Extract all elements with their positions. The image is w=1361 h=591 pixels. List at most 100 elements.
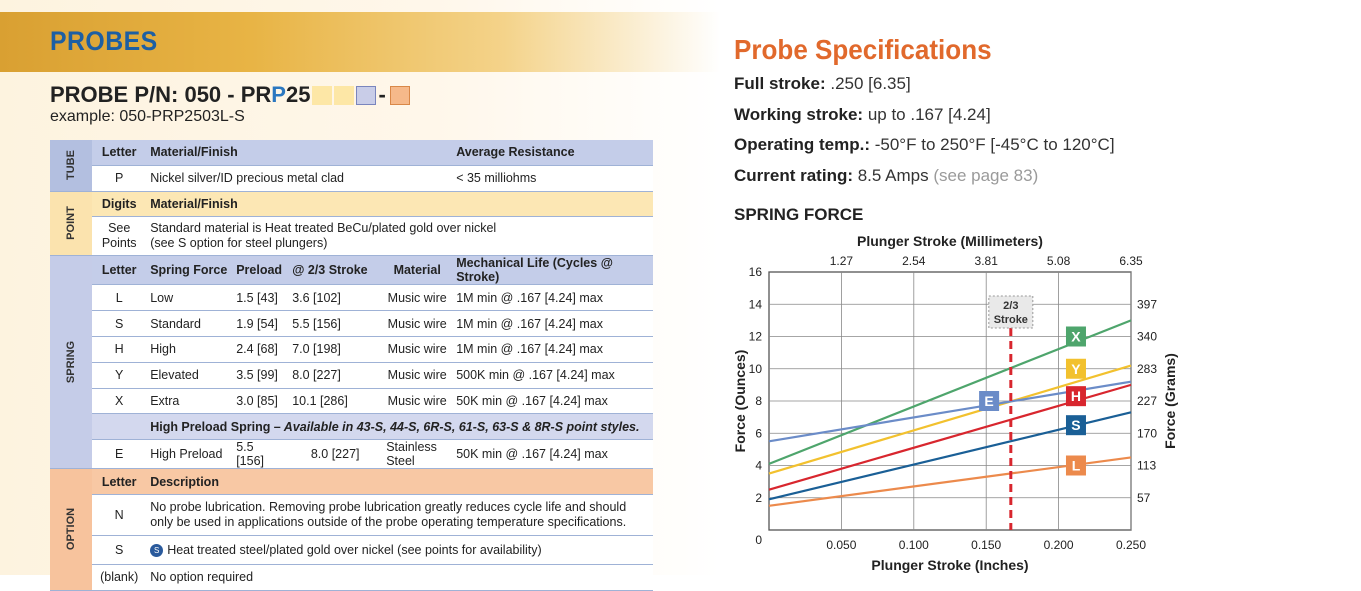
option-section-label: OPTION xyxy=(50,468,93,591)
y-tick-label: 14 xyxy=(749,297,763,311)
point-material-line-2: (see S option for steel plungers) xyxy=(150,236,328,251)
option-description: S Heat treated steel/plated gold over nic… xyxy=(146,535,653,565)
y-tick-label: 16 xyxy=(749,265,763,279)
option-n-line-1: No probe lubrication. Removing probe lub… xyxy=(150,499,627,514)
spec-working-stroke: Working stroke: up to .167 [4.24] xyxy=(734,105,991,125)
x-tick-label: 0.250 xyxy=(1116,538,1146,552)
spring-header-stroke: @ 2/3 Stroke xyxy=(288,255,383,286)
page-reference-link[interactable]: (see page 83) xyxy=(933,166,1039,185)
section-title: PROBES xyxy=(50,26,158,56)
tube-section: TUBE Letter Material/Finish Average Resi… xyxy=(50,140,653,192)
y2-tick-label: 397 xyxy=(1137,297,1157,311)
y-tick-label: 12 xyxy=(749,330,763,344)
spec-label: Operating temp.: xyxy=(734,135,871,154)
spring-preload: 2.4 [68] xyxy=(232,336,289,363)
part-number-digits: 25 xyxy=(285,82,311,107)
spring-life: 1M min @ .167 [4.24] max xyxy=(452,336,653,363)
series-line-y xyxy=(768,364,1132,475)
spring-letter: H xyxy=(92,336,147,363)
spring-row-l: L Low 1.5 [43] 3.6 [102] Music wire 1M m… xyxy=(50,284,653,312)
point-section-label: POINT xyxy=(50,191,93,257)
series-label-box-l xyxy=(1065,455,1086,476)
spec-operating-temp: Operating temp.: -50°F to 250°F [-45°C t… xyxy=(734,135,1115,155)
x2-axis-title: Plunger Stroke (Millimeters) xyxy=(857,233,1043,249)
spring-force-title: SPRING FORCE xyxy=(734,205,864,224)
y2-tick-label: 57 xyxy=(1137,491,1151,505)
point-digit-box-2 xyxy=(334,85,355,105)
point-digits: See Points xyxy=(92,216,147,257)
spec-value: .250 [6.35] xyxy=(825,74,911,93)
series-label-h: H xyxy=(1071,388,1081,404)
spring-force: Elevated xyxy=(146,362,233,389)
tube-material: Nickel silver/ID precious metal clad xyxy=(146,165,453,192)
header-bar xyxy=(0,12,720,72)
part-number: PROBE P/N: 050 - PR P 25 - xyxy=(50,82,410,108)
spring-stroke-force: 8.0 [227] xyxy=(288,362,383,389)
tube-header-material: Material/Finish xyxy=(146,140,453,166)
spring-stroke-force: 5.5 [156] xyxy=(288,310,383,337)
y-tick-label: 10 xyxy=(749,362,763,376)
y-tick-label: 6 xyxy=(755,426,762,440)
series-label-box-e xyxy=(979,391,1000,411)
spring-letter: L xyxy=(92,284,147,312)
spring-material: Stainless Steel xyxy=(382,439,453,470)
spring-stroke-force: 10.1 [286] xyxy=(288,388,383,415)
point-digits-line-1: See xyxy=(108,221,131,236)
steel-plunger-icon: S xyxy=(150,544,164,558)
spec-label: Working stroke: xyxy=(734,105,864,124)
part-number-example: example: 050-PRP2503L-S xyxy=(50,108,245,125)
spring-row-e: E High Preload 5.5 [156] 8.0 [227] Stain… xyxy=(50,439,653,470)
series-label-box-x xyxy=(1065,326,1086,347)
point-section: POINT Digits Material/Finish See Points … xyxy=(50,191,653,257)
high-preload-heading: High Preload Spring – Available in 43-S,… xyxy=(146,413,653,441)
spring-header-preload: Preload xyxy=(232,255,289,286)
spec-full-stroke: Full stroke: .250 [6.35] xyxy=(734,74,911,94)
x2-tick-label: 3.81 xyxy=(975,254,999,268)
spring-letter-box xyxy=(356,85,377,105)
x2-tick-label: 6.35 xyxy=(1119,254,1143,268)
series-label-box-h xyxy=(1065,386,1086,407)
y2-tick-label: 340 xyxy=(1137,330,1157,344)
spring-preload: 1.5 [43] xyxy=(232,284,289,312)
option-n-line-2: only be used in applications outside of … xyxy=(150,514,627,529)
high-preload-spacer xyxy=(92,413,147,441)
probe-spec-title: Probe Specifications xyxy=(734,34,992,65)
spec-value: 8.5 Amps xyxy=(853,166,929,185)
stroke-marker-label: 2/3 xyxy=(1003,300,1018,312)
y2-tick-label: 283 xyxy=(1137,362,1157,376)
high-preload-note: Available in 43-S, 44-S, 6R-S, 61-S, 63-… xyxy=(280,419,640,434)
spring-header-force: Spring Force xyxy=(146,255,233,286)
series-label-x: X xyxy=(1071,329,1081,345)
series-label-s: S xyxy=(1071,417,1080,433)
spring-force: Low xyxy=(146,284,233,312)
series-label-box-s xyxy=(1065,415,1086,436)
y2-tick-label: 227 xyxy=(1137,394,1157,408)
spring-life: 50K min @ .167 [4.24] max xyxy=(452,439,653,470)
option-letter-box xyxy=(389,85,410,105)
tube-header-resistance: Average Resistance xyxy=(452,140,653,166)
spring-material: Music wire xyxy=(382,336,453,363)
tube-letter: P xyxy=(92,165,147,192)
point-material-line-1: Standard material is Heat treated BeCu/p… xyxy=(150,221,497,236)
y-tick-label: 4 xyxy=(755,459,762,473)
spring-letter: X xyxy=(92,388,147,415)
point-digit-box-1 xyxy=(312,85,333,105)
y2-tick-label: 170 xyxy=(1137,426,1157,440)
option-s-text: Heat treated steel/plated gold over nick… xyxy=(167,542,542,557)
spring-stroke-force: 3.6 [102] xyxy=(288,284,383,312)
part-number-label: PROBE P/N: 050 - PR xyxy=(50,82,272,107)
spring-force: High xyxy=(146,336,233,363)
spring-row-s: S Standard 1.9 [54] 5.5 [156] Music wire… xyxy=(50,310,653,337)
spring-preload: 3.0 [85] xyxy=(232,388,289,415)
spring-stroke-force: 8.0 [227] xyxy=(288,439,383,470)
tube-resistance: < 35 milliohms xyxy=(452,165,653,192)
series-label-y: Y xyxy=(1071,361,1081,377)
stroke-marker-label: Stroke xyxy=(994,314,1028,326)
spring-letter: Y xyxy=(92,362,147,389)
spring-preload: 5.5 [156] xyxy=(232,439,289,470)
spring-force: Standard xyxy=(146,310,233,337)
spring-force: High Preload xyxy=(146,439,233,470)
x-tick-label: 0.200 xyxy=(1044,538,1074,552)
spring-life: 50K min @ .167 [4.24] max xyxy=(452,388,653,415)
x-tick-label: 0.150 xyxy=(971,538,1001,552)
